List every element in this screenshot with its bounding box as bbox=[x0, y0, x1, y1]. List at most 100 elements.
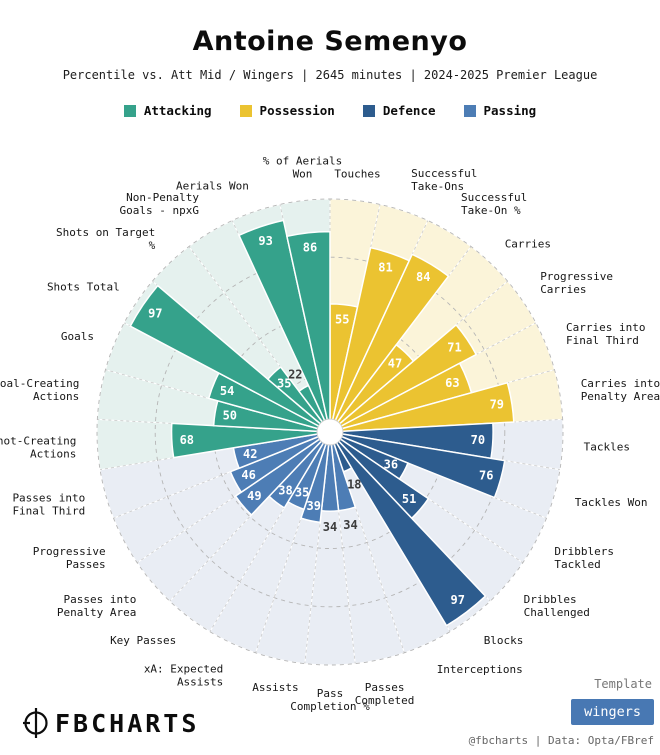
category-label-passes-into-final-third: Passes into Final Third bbox=[12, 491, 85, 517]
value-label-key-passes: 38 bbox=[278, 484, 292, 498]
category-label-carries-into-final-third: Carries into Final Third bbox=[566, 321, 645, 347]
value-label-tackles: 70 bbox=[471, 433, 485, 447]
value-label-interceptions: 18 bbox=[347, 478, 361, 492]
category-label-shots-on-target: Shots on Target% bbox=[56, 226, 156, 252]
value-label-carries-into-final-third: 63 bbox=[445, 376, 459, 390]
category-label-carries-into-penalty-area: Carries into Penalty Area bbox=[581, 377, 660, 403]
page-title: Antoine Semenyo bbox=[192, 26, 468, 57]
value-label-non-penalty-goals-npxg: 22 bbox=[288, 367, 302, 381]
value-label-progressive-carries: 71 bbox=[447, 341, 461, 355]
slice-bars bbox=[129, 219, 515, 627]
brand-name: FBCHARTS bbox=[55, 708, 200, 738]
category-label-interceptions: Interceptions bbox=[437, 663, 523, 676]
pizza-crosshair-icon bbox=[23, 708, 48, 738]
value-label-dribbles-challenged: 51 bbox=[402, 492, 416, 506]
value-label-passes-into-final-third: 42 bbox=[243, 447, 257, 461]
legend-item-possession: Possession bbox=[239, 103, 335, 118]
slice-blocks bbox=[329, 431, 487, 627]
value-label-aerials-won: 93 bbox=[258, 234, 272, 248]
legend-label: Defence bbox=[382, 103, 436, 118]
value-label-successful-take-ons: 81 bbox=[378, 260, 392, 274]
legend-item-defence: Defence bbox=[362, 103, 436, 118]
category-label-passes-completed: Passes Completed bbox=[355, 681, 415, 707]
category-label-progressive-carries: Progressive Carries bbox=[540, 270, 613, 296]
category-label-goals: Goals bbox=[61, 330, 94, 343]
category-label-dribblers-tackled: Dribblers Tackled bbox=[554, 545, 614, 571]
possession-swatch bbox=[239, 104, 252, 117]
slice-progressive-passes bbox=[229, 431, 331, 494]
category-label-tackles: Tackles bbox=[584, 441, 630, 454]
value-label-tackles-won: 76 bbox=[479, 468, 493, 482]
passing-swatch bbox=[463, 104, 476, 117]
slice-tackles-won bbox=[329, 431, 506, 499]
category-label-blocks: Blocks bbox=[484, 634, 524, 647]
value-label-passes-into-penalty-area: 49 bbox=[247, 489, 261, 503]
value-label-progressive-passes: 46 bbox=[241, 468, 255, 482]
slice-carries-into-penalty-area bbox=[329, 381, 515, 433]
legend: Attacking Possession Defence Passing bbox=[0, 103, 660, 118]
value-label-pass-completion: 34 bbox=[323, 520, 337, 534]
legend-label: Possession bbox=[259, 103, 335, 118]
grid-ring-75 bbox=[154, 256, 506, 608]
value-label-shots-total: 97 bbox=[148, 307, 162, 321]
credit-line: @fbcharts | Data: Opta/FBref bbox=[468, 734, 654, 747]
category-label-xa-expected-assists: xA: Expected Assists bbox=[144, 662, 223, 688]
brand-logo: FBCHARTS bbox=[22, 705, 199, 741]
slice-of-aerials-won bbox=[286, 230, 331, 433]
slice-progressive-carries bbox=[329, 323, 478, 433]
value-label-goals: 54 bbox=[220, 384, 234, 398]
category-label-of-aerials-won: % of Aerials Won bbox=[263, 155, 342, 181]
value-label-successful-take-on: 84 bbox=[416, 270, 430, 284]
value-label-shot-creating-actions: 68 bbox=[180, 433, 194, 447]
value-label-goal-creating-actions: 50 bbox=[223, 409, 237, 423]
defence-swatch bbox=[362, 104, 375, 117]
value-label-touches: 55 bbox=[335, 313, 349, 327]
subtitle: Percentile vs. Att Mid / Wingers | 2645 … bbox=[62, 68, 598, 82]
value-label-carries-into-penalty-area: 79 bbox=[490, 398, 504, 412]
slice-shots-total bbox=[129, 284, 331, 433]
legend-item-passing: Passing bbox=[463, 103, 537, 118]
legend-item-attacking: Attacking bbox=[123, 103, 212, 118]
value-label-passes-completed: 34 bbox=[343, 518, 357, 532]
value-label-blocks: 97 bbox=[450, 593, 464, 607]
value-label-shots-on-target: 35 bbox=[277, 377, 291, 391]
value-label-dribblers-tackled: 36 bbox=[384, 457, 398, 471]
category-label-dribbles-challenged: Dribbles Challenged bbox=[524, 593, 590, 619]
attacking-swatch bbox=[123, 104, 136, 117]
value-label-xa-expected-assists: 35 bbox=[295, 485, 309, 499]
category-label-shots-total: Shots Total bbox=[47, 280, 120, 293]
category-label-successful-take-on: Successful Take-On % bbox=[461, 191, 527, 217]
chart-header: Antoine Semenyo Percentile vs. Att Mid /… bbox=[0, 0, 660, 82]
slice-passes-into-penalty-area bbox=[234, 431, 331, 516]
grid-ring-100 bbox=[96, 198, 564, 666]
category-label-non-penalty-goals-npxg: Non-Penalty Goals - npxG bbox=[120, 191, 200, 217]
category-label-assists: Assists bbox=[252, 681, 298, 694]
center-hub bbox=[316, 418, 344, 446]
category-label-aerials-won: Aerials Won bbox=[176, 180, 249, 193]
category-label-pass-completion: Pass Completion % bbox=[290, 687, 370, 713]
category-label-tackles-won: Tackles Won bbox=[575, 496, 648, 509]
category-label-key-passes: Key Passes bbox=[110, 634, 176, 647]
category-label-successful-take-ons: Successful Take-Ons bbox=[411, 167, 477, 193]
value-labels: 5581844771637970763651971834343935384946… bbox=[148, 234, 504, 607]
legend-label: Attacking bbox=[143, 103, 212, 118]
category-label-touches: Touches bbox=[334, 168, 380, 181]
category-label-carries: Carries bbox=[505, 237, 551, 250]
slice-shot-creating-actions bbox=[170, 422, 331, 459]
slice-aerials-won bbox=[238, 219, 331, 433]
category-label-passes-into-penalty-area: Passes into Penalty Area bbox=[57, 593, 136, 619]
category-label-goal-creating-actions: Goal-Creating Actions bbox=[0, 377, 79, 403]
template-button[interactable]: wingers bbox=[571, 699, 654, 725]
value-label-assists: 39 bbox=[306, 499, 320, 513]
legend-label: Passing bbox=[483, 103, 537, 118]
category-label-progressive-passes: Progressive Passes bbox=[33, 545, 106, 571]
template-label: Template bbox=[594, 677, 652, 691]
chart-footer: FBCHARTS Template wingers @fbcharts | Da… bbox=[0, 677, 660, 755]
value-label-of-aerials-won: 86 bbox=[303, 241, 317, 255]
value-label-carries: 47 bbox=[388, 356, 402, 370]
slice-shots-on-target bbox=[266, 366, 331, 433]
